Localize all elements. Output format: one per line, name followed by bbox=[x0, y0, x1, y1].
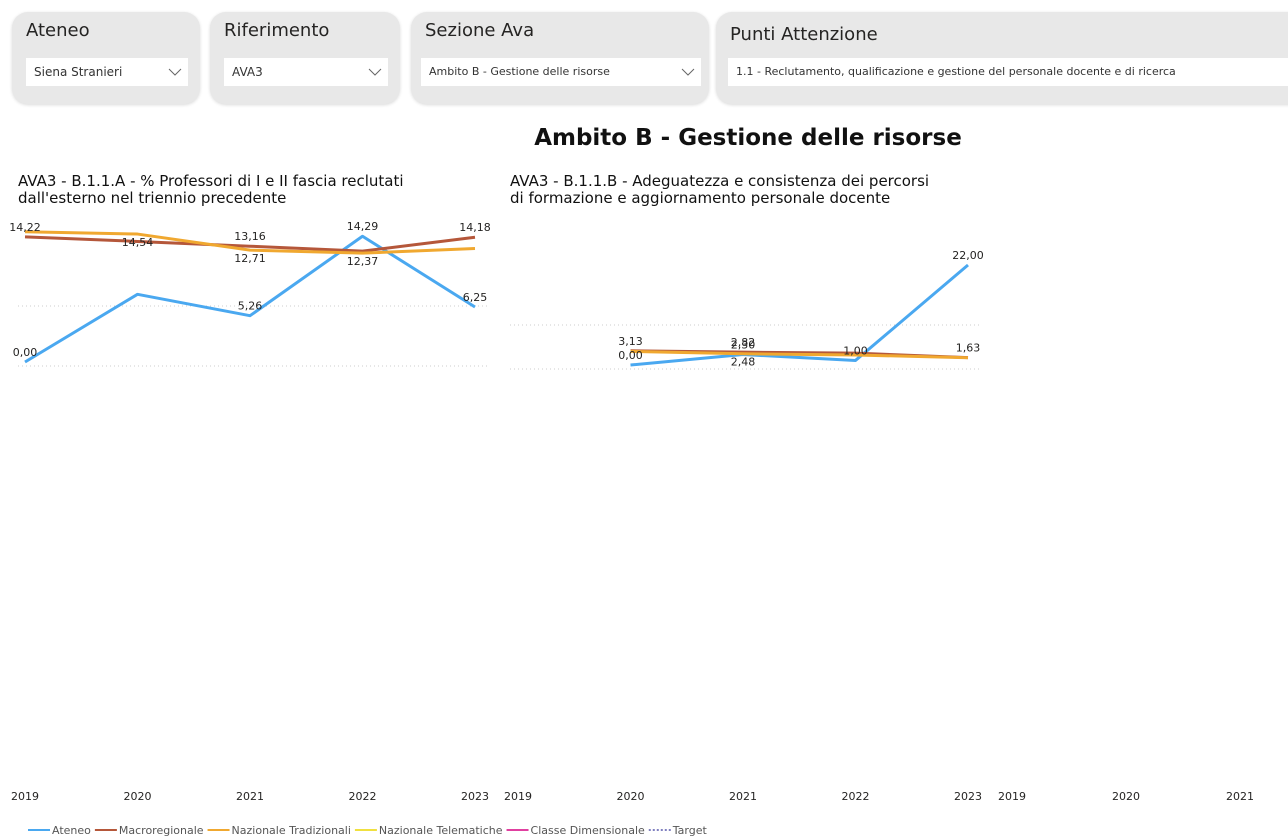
filter-label: Sezione Ava bbox=[425, 20, 535, 41]
data-label: 12,37 bbox=[347, 255, 379, 268]
chart-title: di formazione e aggiornamento personale … bbox=[510, 189, 890, 207]
series-line bbox=[630, 263, 969, 367]
chevron bbox=[681, 68, 695, 76]
filter-card: Riferimento AVA3 bbox=[210, 12, 400, 104]
data-label: 5,26 bbox=[238, 300, 263, 313]
data-label: 2,82 bbox=[731, 336, 756, 349]
x-tick-label: 2023 bbox=[461, 790, 489, 803]
legend-label: Nazionale Tradizionali bbox=[232, 824, 351, 837]
data-label: 1,00 bbox=[843, 344, 868, 357]
filter-label: Punti Attenzione bbox=[730, 24, 878, 45]
data-label: 13,16 bbox=[234, 230, 266, 243]
data-label: 14,29 bbox=[347, 220, 379, 233]
page-title: Ambito B - Gestione delle risorse bbox=[534, 125, 962, 151]
data-label: 0,00 bbox=[618, 349, 643, 362]
filter-card: Sezione Ava Ambito B - Gestione delle ri… bbox=[411, 12, 709, 104]
x-tick-label: 2022 bbox=[842, 790, 870, 803]
data-label: 1,63 bbox=[956, 342, 981, 355]
x-tick-label: 2021 bbox=[1226, 790, 1254, 803]
legend-label: Classe Dimensionale bbox=[531, 824, 645, 837]
chevron bbox=[368, 68, 382, 76]
dropdown-value: Ambito B - Gestione delle risorse bbox=[429, 65, 610, 78]
legend-label: Nazionale Telematiche bbox=[379, 824, 503, 837]
data-label: 2,48 bbox=[731, 356, 756, 369]
x-tick-label: 2022 bbox=[349, 790, 377, 803]
data-label: 14,18 bbox=[459, 221, 491, 234]
x-tick-label: 2023 bbox=[954, 790, 982, 803]
x-tick-label: 2019 bbox=[504, 790, 532, 803]
x-tick-label: 2021 bbox=[729, 790, 757, 803]
filter-card: Punti Attenzione 1.1 - Reclutamento, qua… bbox=[716, 12, 1288, 104]
dropdown[interactable]: 1.1 - Reclutamento, qualificazione e ges… bbox=[728, 58, 1288, 86]
data-label: 12,71 bbox=[234, 252, 266, 265]
chart-title: dall'esterno nel triennio precedente bbox=[18, 189, 286, 207]
dropdown[interactable]: Siena Stranieri bbox=[26, 58, 188, 86]
data-label: 22,00 bbox=[952, 249, 984, 262]
legend-label: Macroregionale bbox=[119, 824, 204, 837]
chevron bbox=[168, 68, 182, 76]
legend-label: Target bbox=[672, 824, 708, 837]
series-line bbox=[24, 234, 476, 364]
dropdown[interactable]: Ambito B - Gestione delle risorse bbox=[421, 58, 701, 86]
dropdown-value: AVA3 bbox=[232, 65, 263, 79]
legend-label: Ateneo bbox=[52, 824, 91, 837]
filter-card: Ateneo Siena Stranieri bbox=[12, 12, 200, 104]
series-line bbox=[24, 230, 476, 255]
dropdown[interactable]: AVA3 bbox=[224, 58, 388, 86]
data-label: 2,30 bbox=[731, 339, 756, 352]
x-tick-label: 2020 bbox=[1112, 790, 1140, 803]
x-tick-label: 2019 bbox=[998, 790, 1026, 803]
chart-title: AVA3 - B.1.1.B - Adeguatezza e consisten… bbox=[510, 172, 929, 190]
x-tick-label: 2020 bbox=[124, 790, 152, 803]
dropdown-value: 1.1 - Reclutamento, qualificazione e ges… bbox=[736, 65, 1176, 78]
x-tick-label: 2019 bbox=[11, 790, 39, 803]
series-line bbox=[24, 235, 476, 253]
dropdown-value: Siena Stranieri bbox=[34, 65, 123, 79]
filter-label: Ateneo bbox=[26, 20, 90, 41]
x-tick-label: 2020 bbox=[617, 790, 645, 803]
filter-label: Riferimento bbox=[224, 20, 330, 41]
x-tick-label: 2021 bbox=[236, 790, 264, 803]
series-line bbox=[630, 349, 969, 360]
data-label: 14,22 bbox=[9, 221, 41, 234]
data-label: 0,00 bbox=[13, 346, 38, 359]
data-label: 14,54 bbox=[122, 236, 154, 249]
data-label: 3,13 bbox=[618, 335, 643, 348]
data-label: 6,25 bbox=[463, 291, 488, 304]
chart-title: AVA3 - B.1.1.A - % Professori di I e II … bbox=[18, 172, 404, 190]
